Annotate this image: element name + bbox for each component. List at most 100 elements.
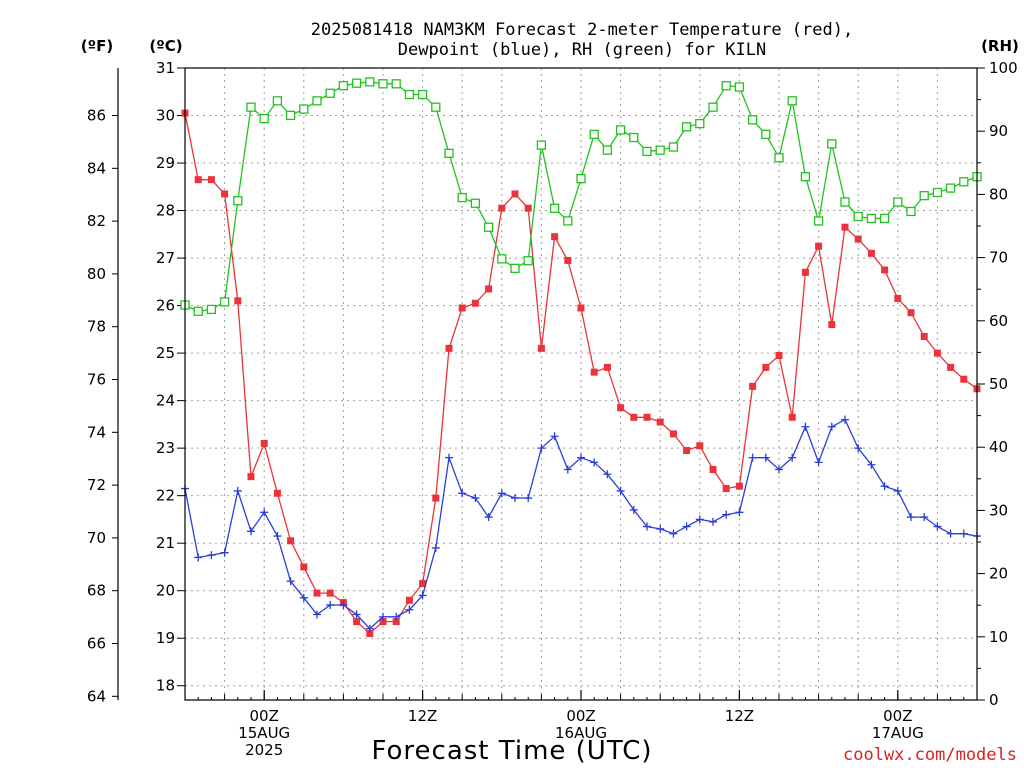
rh-tick-label: 50	[989, 375, 1008, 393]
temperature-point	[458, 304, 466, 312]
dewpoint-point	[233, 486, 242, 495]
rh-point	[470, 198, 481, 208]
dewpoint-point	[537, 444, 546, 453]
rh-point	[695, 118, 705, 129]
rh-point	[444, 148, 454, 158]
temperature-point	[207, 176, 215, 184]
rh-point	[576, 173, 586, 184]
x-tick-label: 00Z	[566, 707, 595, 725]
dewpoint-point	[933, 522, 942, 531]
rh-point	[259, 113, 269, 124]
temperature-point	[841, 223, 849, 231]
rh-point	[378, 79, 388, 89]
rh-point	[827, 139, 837, 149]
x-tick-label: 12Z	[408, 707, 437, 725]
temperature-point	[419, 580, 427, 588]
temperature-point	[881, 266, 889, 274]
dewpoint-point	[827, 422, 836, 431]
temperature-point	[379, 618, 387, 626]
dewpoint-point	[365, 624, 374, 633]
fahrenheit-tick-label: 68	[87, 582, 106, 600]
dewpoint-point	[880, 482, 889, 491]
rh-point	[193, 306, 203, 316]
x-tick-label: 16AUG	[555, 724, 607, 742]
rh-tick-label: 30	[989, 501, 1008, 519]
temperature-point	[590, 368, 598, 376]
rh-point	[589, 129, 599, 140]
rh-point	[206, 304, 217, 315]
temperature-point	[273, 489, 281, 497]
celsius-tick-label: 29	[156, 154, 175, 172]
temperature-point	[656, 418, 664, 426]
temperature-point	[366, 629, 374, 637]
rh-point	[734, 82, 745, 92]
dewpoint-point	[920, 513, 929, 522]
dewpoint-point	[497, 489, 506, 498]
temperature-point	[432, 494, 440, 502]
dewpoint-point	[379, 612, 387, 621]
chart-title-line-1: 2025081418 NAM3KM Forecast 2-meter Tempe…	[311, 20, 853, 40]
temperature-point	[933, 349, 941, 357]
rh-point	[523, 256, 533, 266]
temperature-point	[828, 321, 836, 329]
rh-point	[866, 213, 877, 224]
dewpoint-point	[841, 415, 849, 424]
temperature-point	[630, 413, 638, 421]
dewpoint-point	[788, 453, 797, 462]
dewpoint-point	[616, 486, 625, 495]
dewpoint-point	[326, 600, 335, 609]
fahrenheit-tick-label: 84	[87, 159, 106, 177]
rh-point	[747, 115, 758, 125]
temperature-point	[326, 589, 334, 597]
dewpoint-point	[907, 513, 915, 522]
rh-point	[563, 216, 573, 226]
dewpoint-point	[286, 577, 295, 586]
dewpoint-point	[656, 524, 665, 533]
rh-point	[497, 254, 507, 264]
rh-point	[774, 153, 784, 163]
temperature-point	[788, 413, 796, 421]
dewpoint-point	[313, 610, 321, 619]
dewpoint-point	[484, 513, 493, 522]
rh-point	[932, 187, 943, 198]
rh-point	[853, 211, 863, 222]
rh-point	[510, 263, 520, 273]
temperature-series	[181, 109, 981, 637]
temperature-point	[775, 351, 783, 359]
grid-lines	[185, 67, 977, 700]
temperature-point	[524, 204, 532, 212]
rh-point	[272, 96, 283, 106]
rh-tick-label: 0	[989, 691, 999, 709]
fahrenheit-tick-label: 86	[87, 107, 106, 125]
dewpoint-point	[946, 529, 955, 538]
dewpoint-point	[603, 470, 612, 479]
celsius-tick-label: 20	[156, 582, 175, 600]
dewpoint-point	[445, 453, 453, 462]
temperature-point	[485, 285, 493, 293]
rh-point	[233, 196, 243, 206]
rh-point	[351, 78, 362, 88]
celsius-tick-label: 26	[156, 297, 175, 315]
rh-point	[668, 142, 679, 152]
temperature-point	[735, 482, 743, 490]
x-tick-label: 17AUG	[872, 724, 924, 742]
rh-point	[285, 110, 296, 121]
rh-tick-label: 100	[989, 59, 1018, 77]
celsius-tick-label: 28	[156, 202, 175, 220]
dewpoint-point	[854, 444, 863, 453]
rh-point	[431, 102, 441, 112]
temperature-point	[551, 233, 559, 241]
temperature-point	[867, 249, 875, 257]
dewpoint-point	[669, 529, 678, 538]
rh-tick-label: 20	[989, 565, 1008, 583]
temperature-point	[537, 344, 545, 352]
x-tick-label: 15AUG	[238, 724, 290, 742]
rh-point	[615, 125, 626, 135]
temperature-point	[907, 309, 915, 317]
temperature-point	[709, 466, 717, 474]
dewpoint-point	[643, 522, 651, 531]
rh-point	[417, 89, 428, 100]
dewpoint-point	[590, 458, 599, 467]
dewpoint-point	[299, 593, 308, 602]
